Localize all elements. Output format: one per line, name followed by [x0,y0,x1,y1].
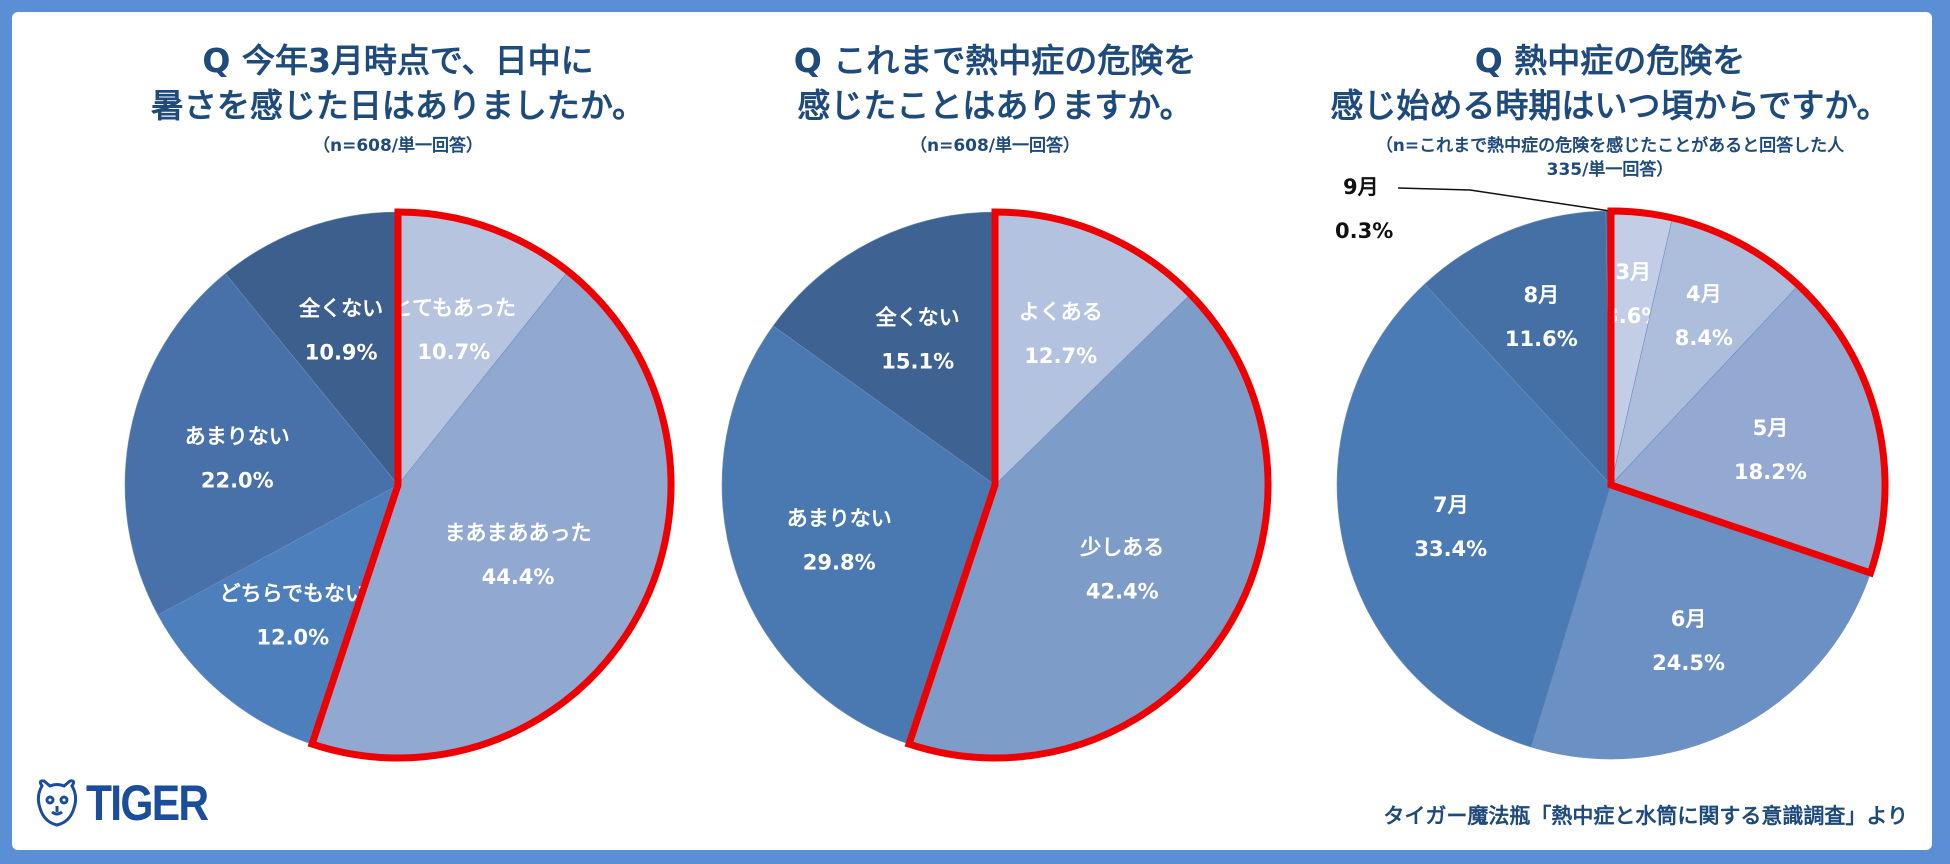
slice-value-label: 12.0% [256,626,329,650]
slice-value-label: 42.4% [1086,580,1159,604]
slice-value-label: 12.7% [1024,344,1097,368]
slice-value-label: 44.4% [482,565,555,589]
slice-category-label: あまりない [185,424,290,448]
pie-slice [721,325,996,745]
highlight-outline [1607,207,1889,578]
slice-category-label: 9月 [1343,175,1379,199]
slice-category-label: 少しある [1079,536,1164,560]
pie-slice [1336,283,1612,748]
pie-slice [124,273,399,616]
slice-value-label: 11.6% [1505,327,1578,351]
slice-value-label: 29.8% [803,551,876,575]
chart-3-subtitle-line-2: 335/単一回答） [1546,160,1674,180]
slice-value-label: 33.4% [1414,537,1487,561]
slice-category-label: 7月 [1433,493,1469,517]
highlight-outline [904,208,1272,762]
pie-slice [224,211,399,486]
slice-category-label: どちらでもない [220,582,366,606]
slice-value-label: 24.5% [1652,651,1725,675]
chart-2-title-line-2: 感じたことはありますか。 [797,86,1193,125]
slice-category-label: 全くない [298,297,383,321]
slice-category-label: 8月 [1524,283,1560,307]
chart-1-title-line-1: Q 今年3月時点で、日中に [202,41,594,80]
chart-3-subtitle: （n=これまで熱中症の危険を感じたことがあると回答した人 335/単一回答） [1290,134,1930,182]
pie-slice [1424,210,1612,486]
pie-slice [772,211,996,486]
chart-3-title: Q 熱中症の危険を 感じ始める時期はいつ頃からですか。 [1270,38,1950,128]
slice-category-label: とてもあった [392,296,516,320]
slice-category-label: 3月 [1615,260,1651,284]
slice-category-label: 5月 [1753,416,1789,440]
pie-slice [1530,484,1871,760]
slice-category-label: 6月 [1671,607,1707,631]
slice-category-label: 全くない [875,305,960,329]
chart-2-subtitle: （n=608/単一回答） [909,136,1081,156]
slice-category-label: まあまああった [445,521,592,545]
chart-1-title-line-2: 暑さを感じた日はありましたか。 [150,86,646,125]
slice-value-label: 22.0% [201,468,274,492]
slice-category-label: よくある [1019,300,1103,324]
chart-2-title-line-1: Q これまで熱中症の危険を [793,41,1197,80]
chart-3-title-line-1: Q 熱中症の危険を [1474,41,1746,80]
chart-3-subtitle-line-1: （n=これまで熱中症の危険を感じたことがあると回答した人 [1375,136,1845,156]
slice-value-label: 0.3% [1335,219,1393,243]
pie-2: よくある 12.7% 少しある 42.4% あまりない 29.8% 全くない 15.1% [721,208,1272,762]
pie-1: とてもあった 10.7% まあまああった 44.4% どちらでもない 12.0% あまりない… [124,208,675,762]
slice-value-label: 10.7% [417,340,490,364]
pie-slice [157,484,399,745]
chart-3-title-line-2: 感じ始める時期はいつ頃からですか。 [1330,86,1890,125]
tiger-logo: TIGER [34,775,229,831]
highlight-outline [307,208,675,762]
chart-1-title: Q 今年3月時点で、日中に 暑さを感じた日はありましたか。 [88,38,708,128]
source-note: タイガー魔法瓶「熱中症と水筒に関する意識調査」より [1383,804,1908,828]
tiger-face-icon [36,779,78,827]
slice-category-label: あまりない [787,507,892,531]
leader-line [1397,187,1611,212]
chart-2-title: Q これまで熱中症の危険を 感じたことはありますか。 [685,38,1305,128]
chart-1-subtitle: （n=608/単一回答） [312,136,484,156]
pie-3: 3月3.6%4月8.4%5月18.2%6月24.5%7月33.4%8月11.6%… [1335,175,1889,760]
slice-value-label: 18.2% [1734,460,1807,484]
slice-category-label: 4月 [1686,282,1722,306]
slice-value-label: 10.9% [305,341,378,365]
slice-value-label: 15.1% [881,349,954,373]
slice-value-label: 8.4% [1675,326,1733,350]
logo-text: TIGER [86,775,209,831]
